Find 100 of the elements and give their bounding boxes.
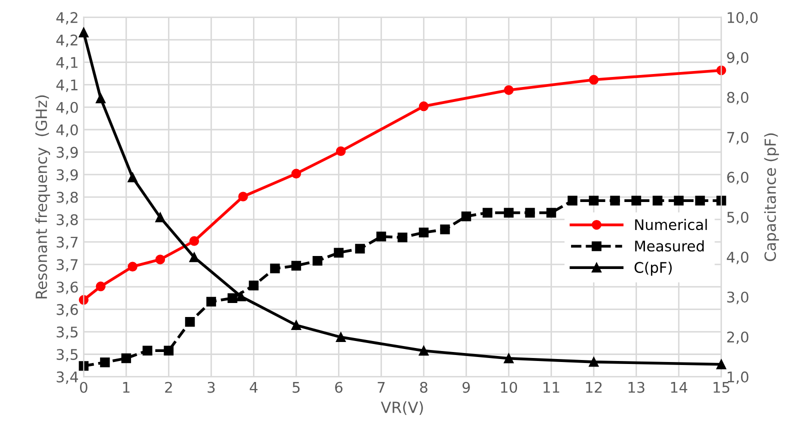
point xyxy=(248,280,259,290)
x-tick-label: 2 xyxy=(165,382,172,393)
point xyxy=(546,208,556,218)
x-tick-label: 8 xyxy=(420,382,428,393)
point xyxy=(334,248,344,258)
y2-tick-label: 5,0 xyxy=(727,212,748,224)
y2-tick-label: 4,0 xyxy=(726,252,748,264)
x-tick-label: 14 xyxy=(671,382,688,393)
point xyxy=(185,317,195,327)
y-tick-label: 4,2 xyxy=(56,12,78,25)
point xyxy=(121,353,132,364)
point xyxy=(398,232,408,242)
point xyxy=(355,244,365,254)
point xyxy=(100,357,110,368)
point xyxy=(128,172,138,182)
y-tick-label: 3,7 xyxy=(56,236,78,250)
point xyxy=(588,196,599,206)
x-tick-label: 15 xyxy=(714,382,730,393)
point xyxy=(189,252,200,262)
point xyxy=(525,208,535,218)
point xyxy=(418,228,429,238)
x-tick-label: 11 xyxy=(544,382,560,393)
point xyxy=(96,94,106,104)
point xyxy=(312,256,322,266)
point xyxy=(716,359,726,370)
x-tick-label: 10 xyxy=(501,382,518,393)
point xyxy=(206,296,216,307)
point xyxy=(291,260,302,271)
y2-tick-label: 10,0 xyxy=(728,12,758,25)
y-tick-label: 3,6 xyxy=(56,304,78,317)
point xyxy=(376,232,386,242)
y-tick-label: 3,8 xyxy=(56,192,78,204)
y-tick-label: 4,1 xyxy=(56,57,78,70)
y-tick-label: 3,5 xyxy=(56,348,78,362)
point xyxy=(440,224,450,234)
legend-label: Measured xyxy=(635,240,704,252)
point xyxy=(610,196,620,206)
y2-tick-label: 3,0 xyxy=(727,292,748,304)
y-tick-label: 4,1 xyxy=(56,80,78,92)
point xyxy=(695,196,705,206)
y-tick-label: 3,8 xyxy=(56,214,78,227)
point xyxy=(128,262,138,272)
y2-axis-title: Capacitance (pF) xyxy=(764,133,779,262)
point xyxy=(78,361,89,371)
point xyxy=(78,28,89,38)
point xyxy=(96,282,106,292)
point xyxy=(291,168,302,179)
y-tick-label: 3,6 xyxy=(56,282,78,294)
point xyxy=(155,254,166,264)
x-tick-label: 5 xyxy=(292,382,300,393)
x-tick-label: 12 xyxy=(586,382,602,393)
point xyxy=(236,292,246,302)
point xyxy=(336,146,346,156)
point xyxy=(291,320,302,330)
point xyxy=(568,196,578,206)
y-tick-label: 3,5 xyxy=(56,326,78,340)
point xyxy=(482,208,492,218)
legend-label: Numerical xyxy=(635,218,707,230)
point xyxy=(652,196,662,206)
x-tick-label: 6 xyxy=(335,382,342,393)
point xyxy=(674,196,684,206)
x-tick-label: 0 xyxy=(80,382,88,393)
y2-tick-label: 2,0 xyxy=(727,331,748,344)
point xyxy=(155,212,166,222)
point xyxy=(189,236,200,246)
y2-tick-label: 8,0 xyxy=(727,92,748,104)
y2-tick-label: 6,0 xyxy=(727,172,748,184)
x-axis-title: VR(V) xyxy=(380,401,423,415)
point xyxy=(504,353,514,364)
point xyxy=(504,85,514,95)
point xyxy=(336,332,346,342)
y2-tick-label: 1,0 xyxy=(728,371,748,384)
y-axis-title: Resonant frequency (GHz) xyxy=(35,95,50,298)
point xyxy=(418,346,429,356)
y-tick-label: 3,4 xyxy=(56,371,78,384)
y2-tick-label: 7,0 xyxy=(727,132,748,144)
point xyxy=(631,196,642,206)
y-tick-label: 4,0 xyxy=(56,102,78,114)
point xyxy=(461,211,472,222)
point xyxy=(418,101,429,112)
x-tick-label: 1 xyxy=(123,382,130,393)
y-tick-label: 4,2 xyxy=(56,34,78,48)
legend-label: C(pF) xyxy=(634,262,672,276)
point xyxy=(588,74,599,85)
y2-tick-label: 9,0 xyxy=(727,52,748,64)
x-tick-label: 13 xyxy=(628,382,644,393)
y-tick-label: 3,9 xyxy=(56,169,78,182)
point xyxy=(164,346,174,356)
point xyxy=(270,264,280,274)
y-tick-label: 4,0 xyxy=(56,124,78,137)
x-tick-label: 9 xyxy=(462,382,470,393)
point xyxy=(142,346,152,356)
point xyxy=(588,357,599,367)
point xyxy=(504,208,514,218)
x-tick-label: 4 xyxy=(250,382,258,393)
point xyxy=(238,192,248,202)
y-tick-label: 3,7 xyxy=(56,259,78,272)
x-tick-label: 7 xyxy=(378,382,385,393)
y-tick-label: 3,9 xyxy=(56,146,78,160)
point xyxy=(228,293,238,303)
